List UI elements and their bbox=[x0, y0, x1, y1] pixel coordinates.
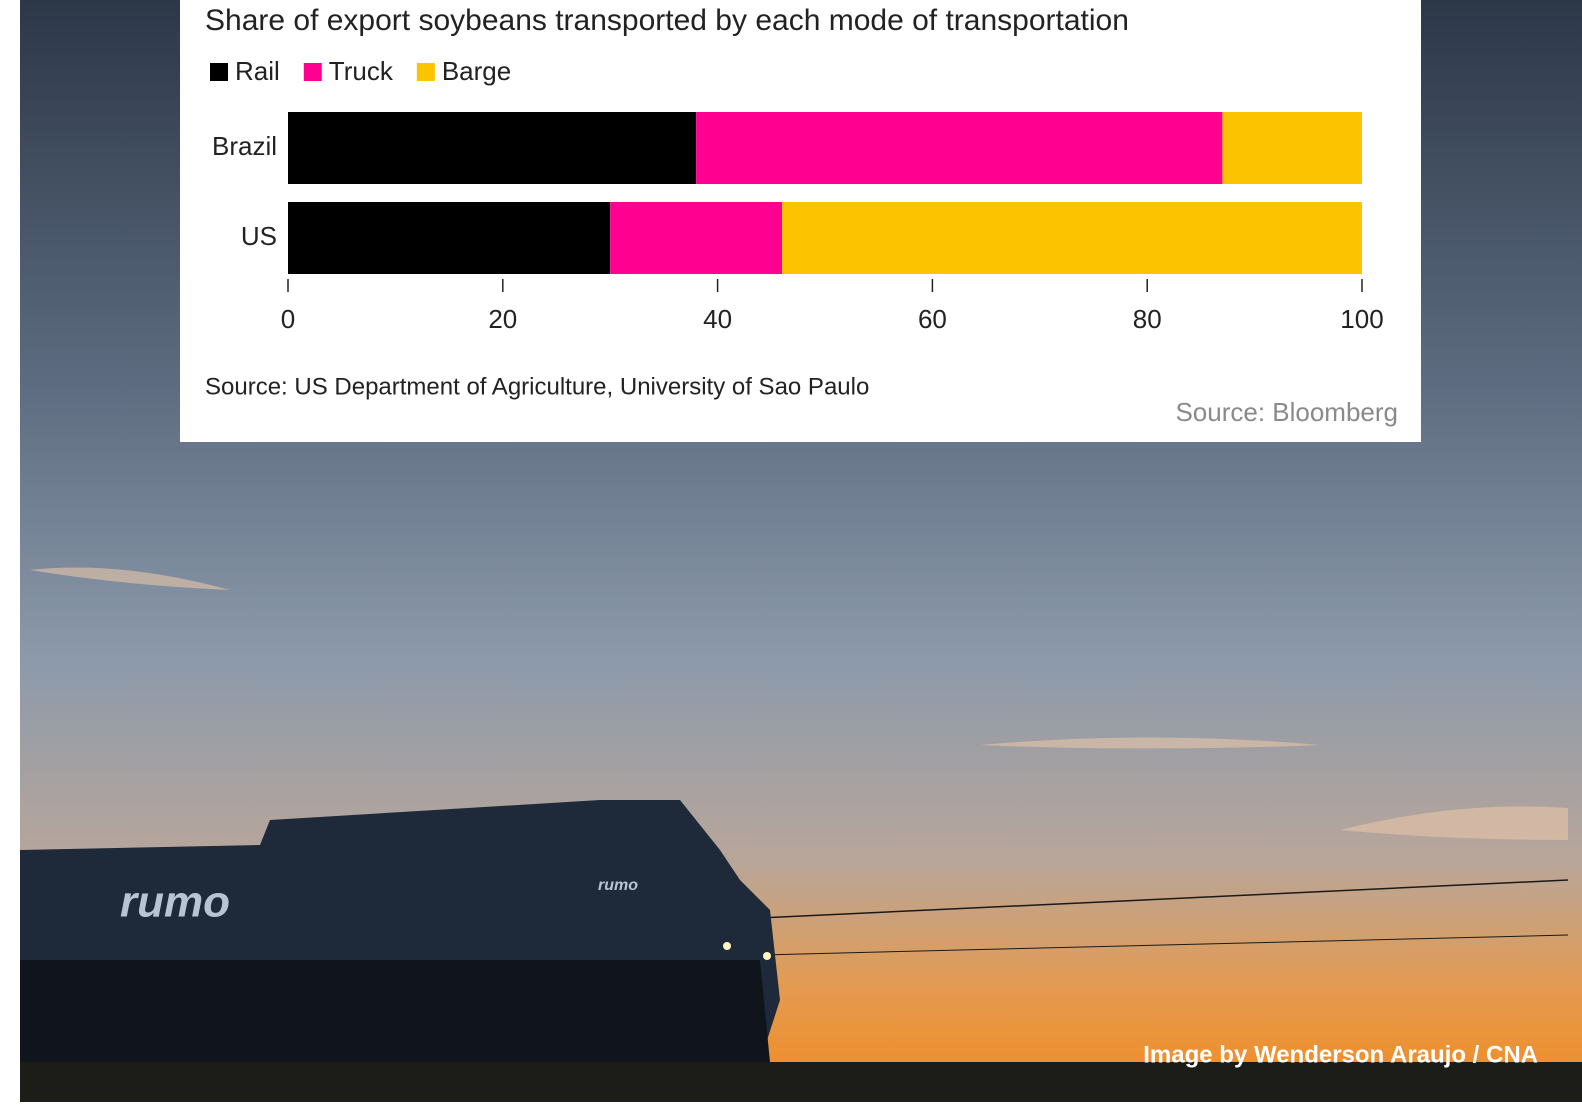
bar-segment bbox=[782, 202, 1362, 274]
legend-swatch bbox=[417, 63, 435, 81]
source-note: Source: US Department of Agriculture, Un… bbox=[205, 373, 869, 400]
legend-swatch bbox=[210, 63, 228, 81]
x-tick-label: 100 bbox=[1340, 304, 1383, 334]
category-label: Brazil bbox=[212, 131, 277, 161]
bar-segment bbox=[1222, 112, 1362, 184]
credit: Source: Bloomberg bbox=[1175, 397, 1398, 427]
chart-title: Share of export soybeans transported by … bbox=[205, 4, 1129, 37]
x-tick-label: 0 bbox=[281, 304, 295, 334]
page: rumo rumo Share of export soybeans trans… bbox=[0, 0, 1582, 1112]
svg-text:rumo: rumo bbox=[598, 877, 638, 894]
legend-label: Rail bbox=[235, 56, 280, 86]
bar-segment bbox=[696, 112, 1222, 184]
svg-text:rumo: rumo bbox=[120, 878, 230, 927]
x-tick-label: 60 bbox=[918, 304, 947, 334]
bar-segment bbox=[610, 202, 782, 274]
bar-segment bbox=[288, 112, 696, 184]
image-credit: Image by Wenderson Araujo / CNA bbox=[1143, 1041, 1538, 1068]
legend-label: Truck bbox=[329, 56, 394, 86]
category-label: US bbox=[241, 221, 277, 251]
bar-segment bbox=[288, 202, 610, 274]
legend-swatch bbox=[304, 63, 322, 81]
legend-label: Barge bbox=[442, 56, 511, 86]
x-tick-label: 80 bbox=[1133, 304, 1162, 334]
x-tick-label: 40 bbox=[703, 304, 732, 334]
x-tick-label: 20 bbox=[488, 304, 517, 334]
